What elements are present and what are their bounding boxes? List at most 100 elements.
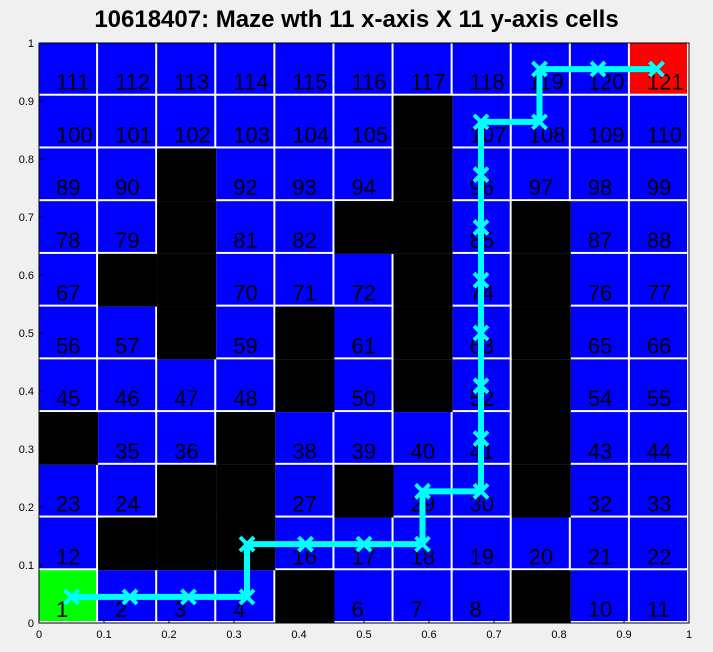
cell-label-70: 70: [233, 281, 257, 306]
path-marker-stroke: [472, 271, 490, 289]
cell-label-102: 102: [174, 122, 211, 147]
maze-cell-79: [98, 201, 156, 252]
cell-label-72: 72: [351, 281, 375, 306]
wall-cell-95: [393, 148, 453, 202]
maze-cell-105: [334, 95, 392, 147]
cell-label-24: 24: [115, 492, 139, 517]
cell-label-77: 77: [647, 281, 671, 306]
wall-cell-73: [393, 253, 453, 307]
x-tick-label: 0.5: [356, 629, 371, 641]
path-point-9: [414, 482, 431, 500]
y-tick-label: 0.6: [19, 270, 34, 282]
x-tick-label: 0.1: [96, 629, 111, 641]
cell-label-39: 39: [351, 439, 375, 464]
cell-label-81: 81: [233, 228, 257, 253]
wall-cell-84: [393, 201, 453, 254]
path-marker-stroke: [472, 482, 490, 500]
wall-cell-9: [511, 570, 571, 623]
cell-label-103: 103: [233, 122, 270, 147]
maze-cell-40: [393, 412, 451, 463]
path-marker-stroke: [238, 588, 256, 606]
maze-cell-81: [216, 201, 274, 252]
cell-label-76: 76: [588, 281, 612, 306]
wall-cell-31: [511, 464, 571, 518]
maze-cell-110: [629, 95, 687, 147]
path-marker-stroke: [121, 588, 139, 606]
maze-cell-54: [570, 359, 628, 411]
wall-cell-91: [157, 148, 217, 202]
maze-cell-88: [629, 201, 687, 252]
maze-cell-89: [39, 148, 97, 200]
maze-cell-66: [629, 306, 687, 358]
cell-label-38: 38: [292, 439, 316, 464]
path-marker-stroke: [180, 588, 197, 606]
maze-cell-12: [39, 517, 97, 569]
cell-label-20: 20: [529, 544, 553, 569]
path-point-4: [238, 588, 256, 606]
maze-cell-100: [39, 95, 97, 147]
cell-label-45: 45: [56, 386, 80, 411]
maze-cell-55: [629, 359, 687, 411]
y-tick-label: 0.1: [19, 560, 34, 572]
cell-label-44: 44: [647, 439, 671, 464]
maze-cell-21: [570, 517, 628, 569]
cell-label-47: 47: [174, 386, 198, 411]
cell-label-40: 40: [411, 439, 435, 464]
cell-label-94: 94: [351, 175, 375, 200]
cell-label-112: 112: [115, 70, 150, 95]
cell-label-109: 109: [588, 122, 625, 147]
cell-label-57: 57: [115, 333, 139, 358]
cell-label-105: 105: [351, 122, 388, 147]
path-point-11: [472, 430, 490, 447]
path-point-3: [180, 588, 197, 606]
maze-cell-38: [275, 412, 333, 463]
wall-cell-80: [157, 201, 217, 254]
path-marker-stroke: [472, 113, 490, 131]
path-point-7: [355, 535, 373, 553]
wall-cell-53: [511, 359, 571, 413]
path-point-12: [472, 377, 490, 395]
path-point-17: [472, 113, 490, 131]
maze-cell-45: [39, 359, 97, 411]
path-point-1: [63, 588, 80, 606]
maze-cell-27: [275, 464, 333, 516]
path-point-8: [414, 535, 431, 553]
cell-label-32: 32: [588, 492, 612, 517]
path-point-6: [297, 535, 314, 553]
x-tick-label: 0.4: [291, 629, 306, 641]
x-tick-label: 0.7: [486, 629, 501, 641]
cell-label-104: 104: [292, 122, 329, 147]
cell-label-90: 90: [115, 175, 139, 200]
path-point-19: [531, 60, 548, 78]
path-point-13: [472, 324, 490, 342]
path-marker-stroke: [63, 588, 80, 606]
maze-cell-32: [570, 464, 628, 516]
maze-cell-48: [216, 359, 274, 411]
maze-cell-10: [570, 570, 628, 621]
path-marker-stroke: [472, 430, 490, 447]
x-tick-label: 0.6: [421, 629, 436, 641]
x-tick-label: 0.2: [161, 629, 176, 641]
path-marker-stroke: [531, 113, 548, 131]
path-marker-stroke: [531, 60, 548, 78]
cell-label-30: 30: [470, 492, 494, 517]
cell-label-36: 36: [174, 439, 198, 464]
wall-cell-75: [511, 253, 571, 307]
wall-cell-34: [39, 412, 99, 465]
path-marker-stroke: [472, 166, 490, 184]
maze-cell-44: [629, 412, 687, 463]
x-tick-label: 0.8: [551, 629, 566, 641]
maze-cell-43: [570, 412, 628, 463]
wall-cell-69: [157, 253, 217, 307]
cell-label-18: 18: [411, 544, 435, 569]
maze-cell-6: [334, 570, 392, 621]
cell-label-79: 79: [115, 228, 139, 253]
cell-label-50: 50: [351, 386, 375, 411]
path-marker-stroke: [472, 324, 490, 342]
wall-cell-28: [334, 464, 394, 518]
cell-label-27: 27: [292, 492, 316, 517]
cell-label-16: 16: [292, 544, 316, 569]
wall-cell-68: [98, 253, 158, 307]
wall-cell-58: [157, 306, 217, 360]
cell-label-66: 66: [647, 333, 671, 358]
